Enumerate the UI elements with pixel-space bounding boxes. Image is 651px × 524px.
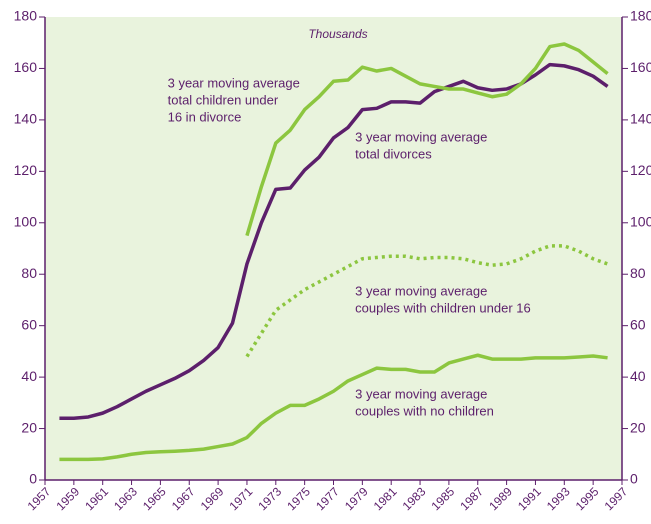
y2-tick-label: 80 — [630, 265, 646, 281]
y-tick-label: 60 — [21, 316, 37, 332]
y2-tick-label: 40 — [630, 368, 646, 384]
x-tick-label: 1995 — [573, 484, 602, 513]
x-tick-label: 1971 — [227, 484, 256, 513]
x-tick-label: 1977 — [313, 484, 342, 513]
x-tick-label: 1979 — [342, 484, 371, 513]
y-tick-label: 160 — [14, 59, 38, 75]
y-tick-label: 100 — [14, 213, 38, 229]
y2-tick-label: 60 — [630, 316, 646, 332]
annotation: couples with children under 16 — [355, 301, 531, 316]
x-tick-label: 1967 — [169, 484, 198, 513]
y2-tick-label: 100 — [630, 213, 651, 229]
annotation: 16 in divorce — [168, 109, 242, 124]
x-tick-label: 1983 — [400, 484, 429, 513]
x-tick-label: 1961 — [82, 484, 111, 513]
y-tick-label: 140 — [14, 111, 38, 127]
x-tick-label: 1991 — [515, 484, 544, 513]
x-tick-label: 1981 — [371, 484, 400, 513]
y2-tick-label: 0 — [630, 471, 638, 487]
y2-tick-label: 160 — [630, 59, 651, 75]
y2-tick-label: 120 — [630, 162, 651, 178]
x-tick-label: 1963 — [111, 484, 140, 513]
y-tick-label: 0 — [29, 471, 37, 487]
annotation: 3 year moving average — [355, 387, 487, 402]
line-series — [59, 353, 608, 462]
unit-label: Thousands — [308, 27, 367, 41]
x-tick-label: 1969 — [198, 484, 227, 513]
y-tick-label: 180 — [14, 8, 38, 24]
y2-tick-label: 20 — [630, 419, 646, 435]
annotation: couples with no children — [355, 404, 494, 419]
x-tick-label: 1989 — [486, 484, 515, 513]
y-tick-label: 20 — [21, 419, 37, 435]
line-series — [245, 244, 609, 358]
x-tick-label: 1975 — [284, 484, 313, 513]
annotation: total divorces — [355, 146, 432, 161]
x-tick-label: 1973 — [255, 484, 284, 513]
y2-tick-label: 180 — [630, 8, 651, 24]
x-tick-label: 1993 — [544, 484, 573, 513]
x-tick-label: 1997 — [602, 484, 631, 513]
plot-background — [45, 17, 622, 480]
y-tick-label: 120 — [14, 162, 38, 178]
annotation: 3 year moving average — [355, 284, 487, 299]
x-tick-label: 1957 — [25, 484, 54, 513]
annotation: 3 year moving average — [168, 75, 300, 90]
annotation: 3 year moving average — [355, 129, 487, 144]
y-tick-label: 80 — [21, 265, 37, 281]
line-series — [245, 42, 609, 237]
x-tick-label: 1985 — [428, 484, 457, 513]
x-tick-label: 1987 — [457, 484, 486, 513]
annotation: total children under — [168, 92, 279, 107]
x-tick-label: 1965 — [140, 484, 169, 513]
y2-tick-label: 140 — [630, 111, 651, 127]
x-tick-label: 1959 — [53, 484, 82, 513]
y-tick-label: 40 — [21, 368, 37, 384]
